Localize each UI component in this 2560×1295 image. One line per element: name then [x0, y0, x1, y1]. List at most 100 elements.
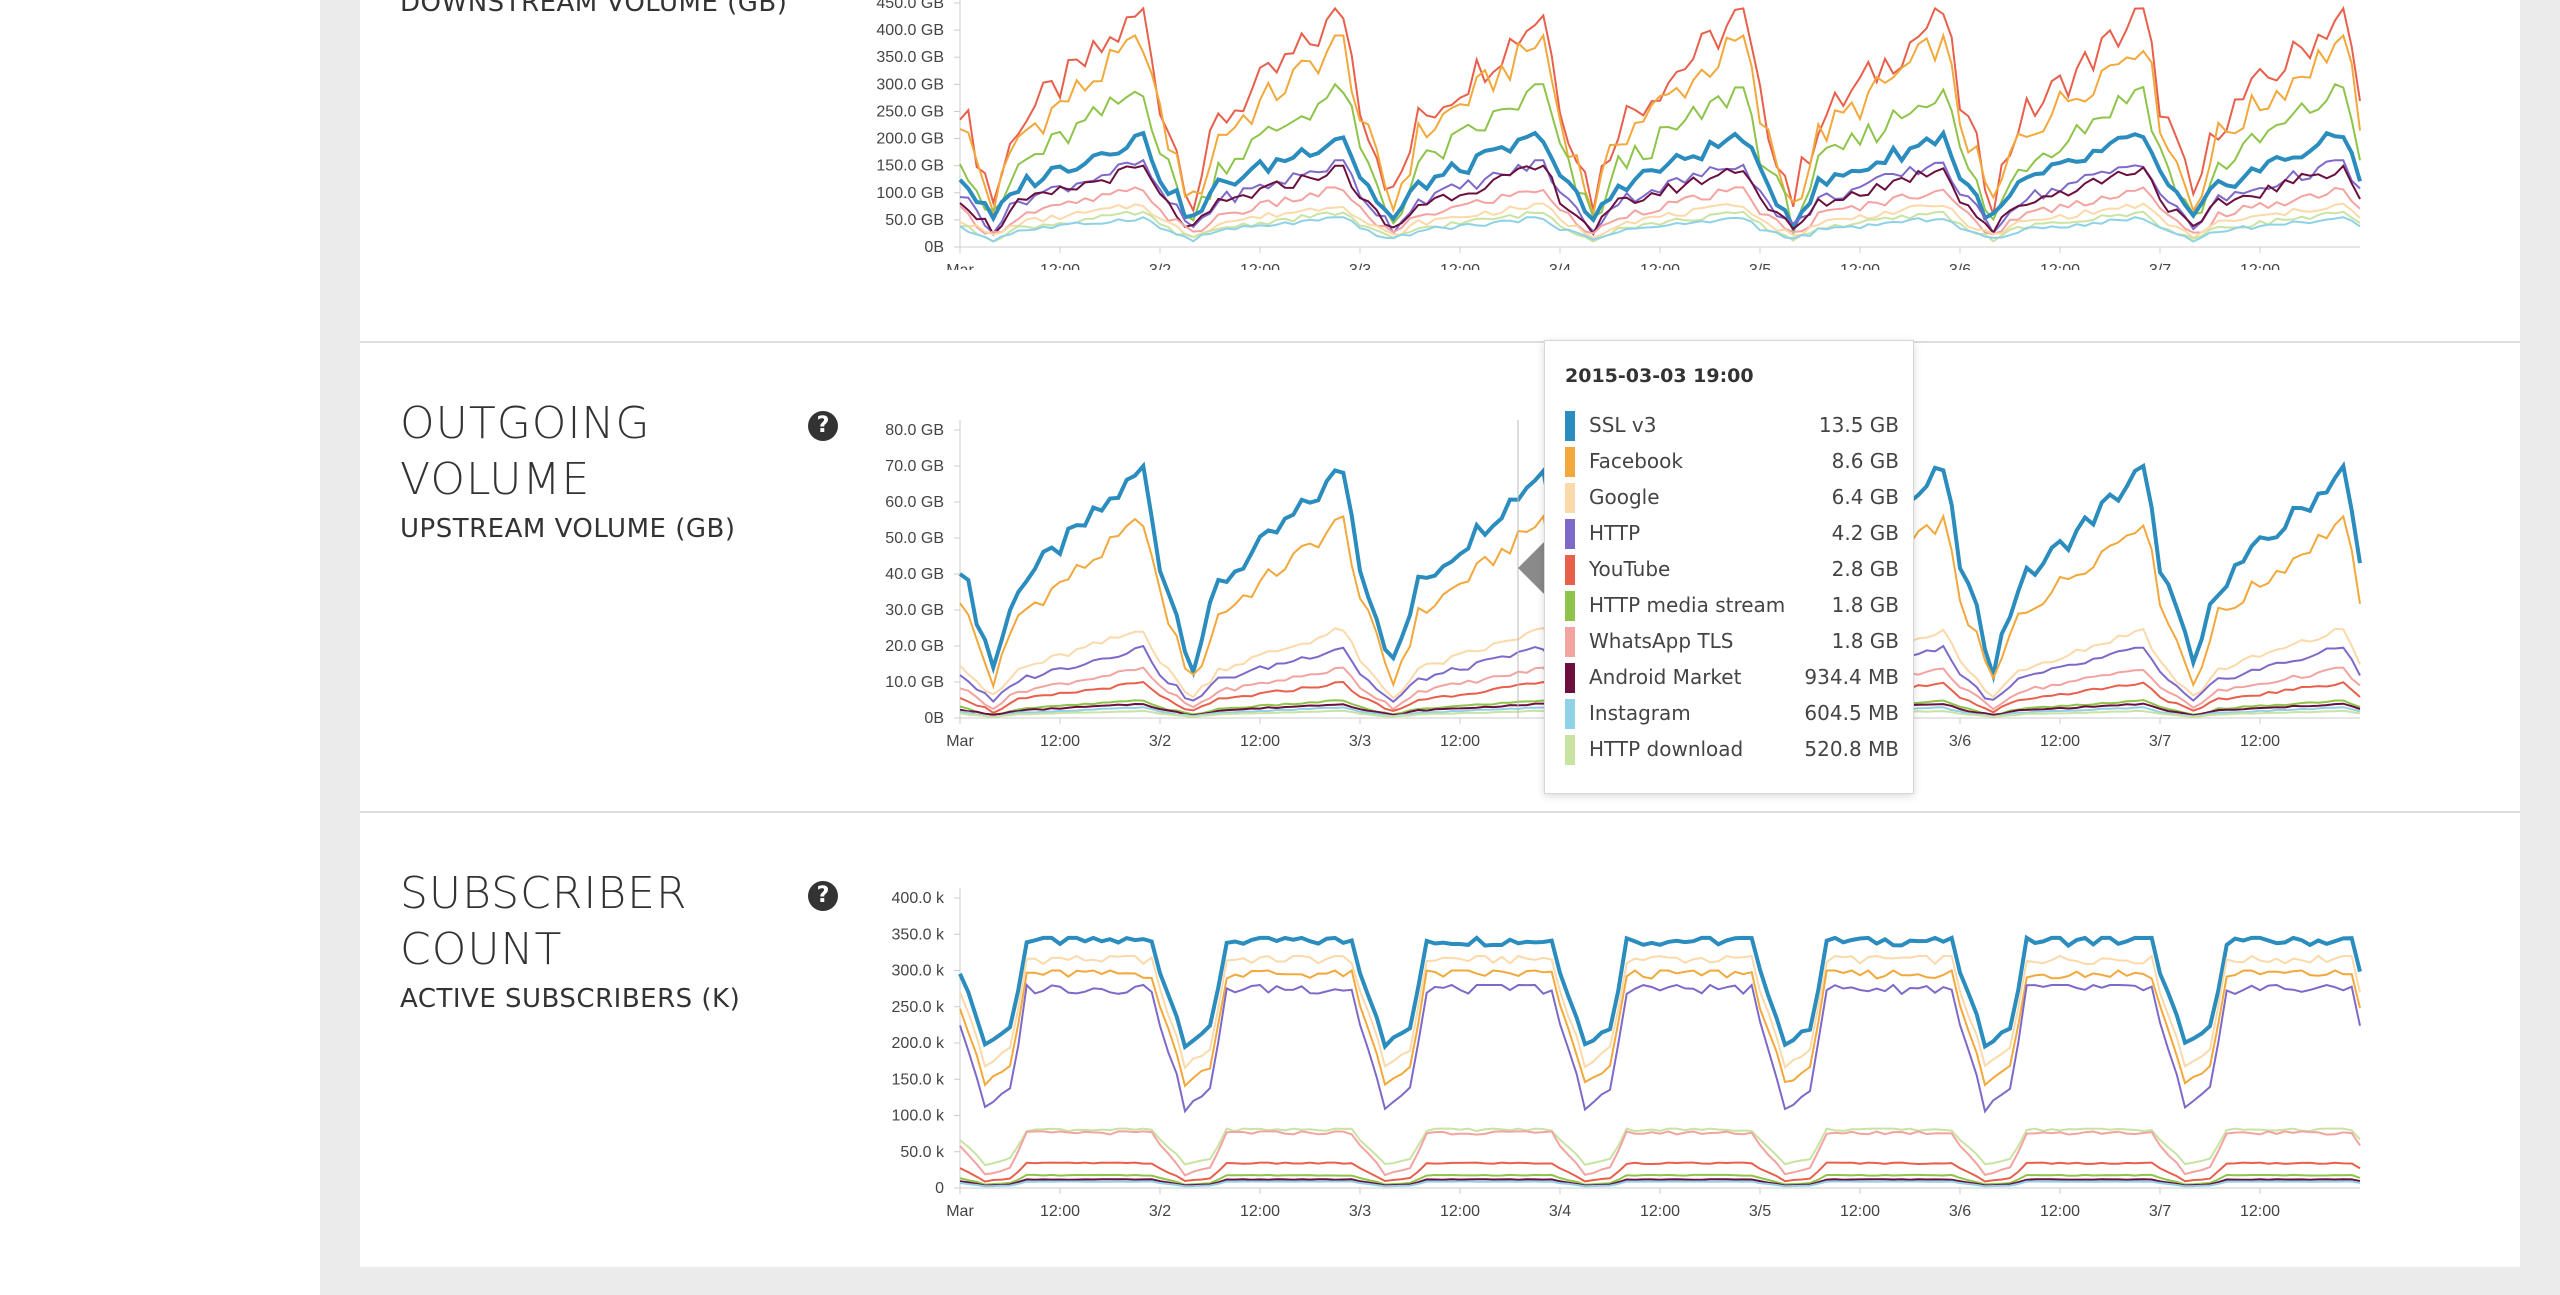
series-line-instagram[interactable]	[959, 1180, 2361, 1188]
series-line-http[interactable]	[959, 158, 2361, 236]
tooltip-series-name: SSL v3	[1589, 413, 1657, 437]
x-tick-label: 3/3	[1349, 262, 1371, 270]
y-tick-label: 300.0 GB	[876, 76, 944, 93]
x-tick-label: 3/2	[1149, 733, 1171, 750]
series-line-http[interactable]	[959, 982, 2361, 1114]
tooltip-arrow	[1518, 540, 1546, 596]
y-tick-label: 200.0 k	[892, 1035, 945, 1052]
y-tick-label: 50.0 k	[900, 1144, 945, 1161]
chart-tooltip: 2015-03-03 19:00 SSL v3 13.5 GB Facebook 8.…	[1544, 340, 1914, 794]
series-line-http-media-stream[interactable]	[959, 82, 2361, 238]
tooltip-series-name: Google	[1589, 485, 1660, 509]
y-tick-label: 200.0 GB	[876, 131, 944, 148]
y-tick-label: 10.0 GB	[885, 674, 944, 691]
series-line-facebook[interactable]	[959, 968, 2361, 1088]
series-line-google[interactable]	[959, 954, 2361, 1070]
tooltip-swatch	[1565, 411, 1575, 441]
x-tick-label: 12:00	[1840, 1203, 1880, 1220]
tooltip-series-name: Instagram	[1589, 701, 1691, 725]
x-tick-label: 3/4	[1549, 262, 1571, 270]
subscribers-subtitle: ACTIVE SUBSCRIBERS (K)	[400, 984, 741, 1014]
tooltip-row: YouTube 2.8 GB	[1565, 551, 1899, 587]
tooltip-swatch	[1565, 447, 1575, 477]
y-tick-label: 250.0 k	[892, 999, 945, 1016]
tooltip-series-value: 2.8 GB	[1831, 557, 1899, 581]
series-line-whatsapp-tls[interactable]	[959, 186, 2361, 236]
tooltip-series-name: WhatsApp TLS	[1589, 629, 1734, 653]
downstream-chart[interactable]: 0B 50.0 GB 100.0 GB 150.0 GB 200.0 GB 250.0 G…	[860, 0, 2380, 270]
tooltip-swatch	[1565, 519, 1575, 549]
x-tick-label: 12:00	[1440, 1203, 1480, 1220]
tooltip-series-value: 934.4 MB	[1804, 665, 1899, 689]
series-line-ssl-v3[interactable]	[958, 128, 2362, 233]
series-line-youtube[interactable]	[959, 1161, 2361, 1183]
y-tick-label: 150.0 GB	[876, 158, 944, 175]
panel-divider	[360, 341, 2520, 343]
x-tick-label: 3/7	[2149, 262, 2171, 270]
y-tick-label: 300.0 k	[892, 963, 945, 980]
tooltip-row: Instagram 604.5 MB	[1565, 695, 1899, 731]
y-tick-label: 80.0 GB	[885, 422, 944, 439]
x-tick-label: Mar	[946, 1203, 974, 1220]
subscribers-chart[interactable]: 0 50.0 k 100.0 k 150.0 k 200.0 k 250.0 k 300.0…	[860, 870, 2380, 1230]
tooltip-series-value: 6.4 GB	[1831, 485, 1899, 509]
tooltip-swatch	[1565, 699, 1575, 729]
y-tick-label: 50.0 GB	[885, 530, 944, 547]
x-tick-label: 3/6	[1949, 262, 1971, 270]
y-tick-label: 150.0 k	[892, 1071, 945, 1088]
y-tick-label: 0B	[924, 710, 944, 727]
y-tick-label: 400.0 k	[892, 890, 945, 907]
x-tick-label: 12:00	[2040, 1203, 2080, 1220]
x-tick-label: Mar	[946, 262, 974, 270]
x-tick-label: 12:00	[2040, 262, 2080, 270]
y-tick-label: 30.0 GB	[885, 602, 944, 619]
tooltip-swatch	[1565, 627, 1575, 657]
outgoing-subtitle: UPSTREAM VOLUME (GB)	[400, 514, 736, 544]
y-tick-label: 100.0 GB	[876, 185, 944, 202]
tooltip-row: WhatsApp TLS 1.8 GB	[1565, 623, 1899, 659]
tooltip-row: HTTP media stream 1.8 GB	[1565, 587, 1899, 623]
y-tick-label: 250.0 GB	[876, 103, 944, 120]
subscribers-title-line1: SUBSCRIBER	[400, 868, 688, 919]
series-line-http-download[interactable]	[959, 1127, 2361, 1167]
series-line-youtube[interactable]	[959, 5, 2361, 215]
tooltip-row: Facebook 8.6 GB	[1565, 443, 1899, 479]
x-tick-label: 3/2	[1149, 262, 1171, 270]
left-gutter	[320, 0, 360, 1295]
tooltip-series-value: 8.6 GB	[1831, 449, 1899, 473]
y-tick-label: 0B	[924, 239, 944, 256]
series-line-ssl-v3[interactable]	[958, 934, 2362, 1051]
x-tick-label: 3/4	[1549, 1203, 1571, 1220]
x-tick-label: 3/6	[1949, 1203, 1971, 1220]
x-tick-label: 12:00	[1040, 262, 1080, 270]
x-tick-label: 12:00	[1640, 1203, 1680, 1220]
x-tick-label: 12:00	[1240, 262, 1280, 270]
series-line-http-download[interactable]	[959, 210, 2361, 243]
y-tick-label: 350.0 k	[892, 926, 945, 943]
x-tick-label: 12:00	[2240, 1203, 2280, 1220]
x-tick-label: 12:00	[1440, 262, 1480, 270]
outgoing-title-line1: OUTGOING	[400, 398, 651, 449]
y-tick-label: 0	[935, 1180, 944, 1197]
x-tick-label: Mar	[946, 733, 974, 750]
tooltip-series-value: 1.8 GB	[1831, 629, 1899, 653]
subscribers-help-icon[interactable]: ?	[808, 881, 838, 911]
tooltip-swatch	[1565, 663, 1575, 693]
series-line-whatsapp-tls[interactable]	[959, 1130, 2361, 1177]
tooltip-series-name: YouTube	[1589, 557, 1671, 581]
tooltip-series-value: 520.8 MB	[1804, 737, 1899, 761]
series-line-android-market[interactable]	[959, 164, 2361, 236]
outgoing-help-icon[interactable]: ?	[808, 411, 838, 441]
x-tick-label: 12:00	[1040, 1203, 1080, 1220]
tooltip-series-value: 1.8 GB	[1831, 593, 1899, 617]
x-tick-label: 3/2	[1149, 1203, 1171, 1220]
y-tick-label: 100.0 k	[892, 1108, 945, 1125]
tooltip-series-name: Facebook	[1589, 449, 1683, 473]
x-tick-label: 12:00	[1840, 262, 1880, 270]
x-tick-label: 12:00	[1640, 262, 1680, 270]
tooltip-row: Android Market 934.4 MB	[1565, 659, 1899, 695]
y-tick-label: 70.0 GB	[885, 458, 944, 475]
series-line-facebook[interactable]	[959, 32, 2361, 218]
series-line-instagram[interactable]	[959, 216, 2361, 243]
y-tick-label: 60.0 GB	[885, 494, 944, 511]
